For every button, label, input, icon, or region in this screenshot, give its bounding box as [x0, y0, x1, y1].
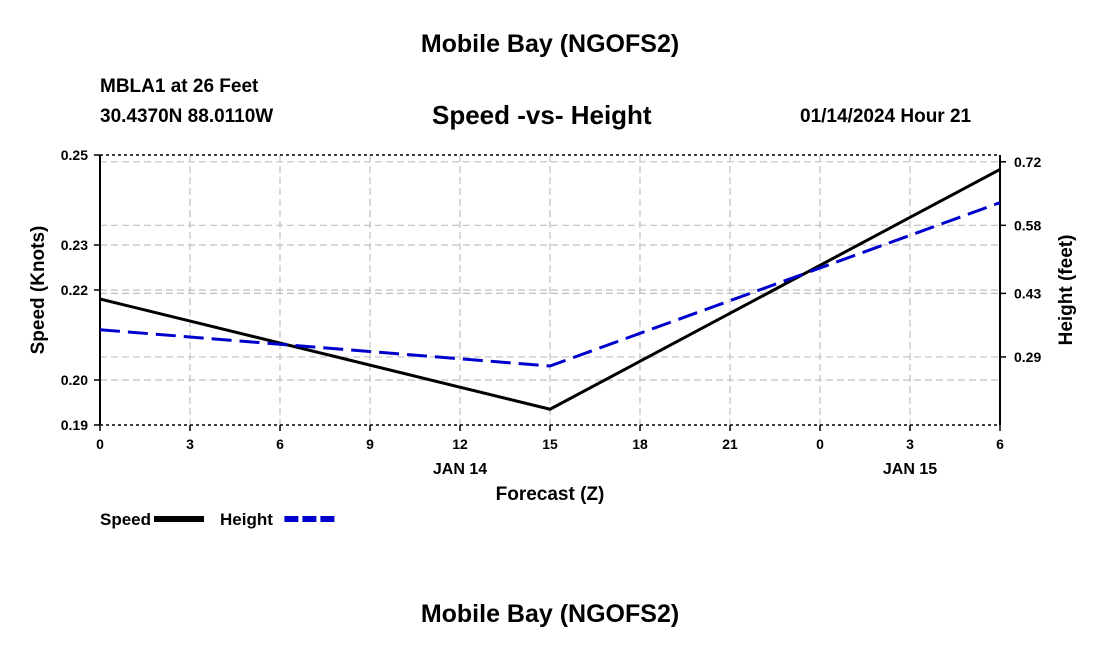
legend-label-height: Height — [220, 510, 273, 529]
y2-tick-label: 0.58 — [1014, 217, 1041, 233]
y-tick-label: 0.20 — [61, 372, 88, 388]
y-tick-label: 0.19 — [61, 417, 88, 433]
x-tick-label: 3 — [906, 436, 914, 452]
x-axis-title: Forecast (Z) — [496, 484, 605, 505]
y2-tick-label: 0.43 — [1014, 285, 1041, 301]
y2-tick-label: 0.72 — [1014, 154, 1041, 170]
x-tick-label: 9 — [366, 436, 374, 452]
x-tick-label: 21 — [722, 436, 738, 452]
forecast-datetime: 01/14/2024 Hour 21 — [800, 106, 972, 127]
speed-height-chart: 0 3 6 9 12 15 18 21 0 3 6 JAN 14 JAN 15 Forecast (Z) 0… — [28, 147, 1077, 529]
x-tick-label: 18 — [632, 436, 648, 452]
bottom-title: Mobile Bay (NGOFS2) — [420, 600, 680, 628]
station-label: MBLA1 at 26 Feet — [100, 76, 259, 97]
x-tick-label: 6 — [996, 436, 1004, 452]
x-tick-label: 0 — [816, 436, 824, 452]
y2-axis-title: Height (feet) — [1056, 235, 1077, 346]
y-tick-label: 0.22 — [61, 282, 88, 298]
x-tick-label: 6 — [276, 436, 284, 452]
legend-label-speed: Speed — [100, 510, 151, 529]
series-line-speed — [99, 168, 1001, 411]
chart-subtitle: Speed -vs- Height — [432, 100, 652, 130]
x-tick-label: 0 — [96, 436, 104, 452]
x-tick-label: 12 — [452, 436, 468, 452]
x-date-label: JAN 15 — [883, 461, 937, 478]
x-tick-label: 3 — [186, 436, 194, 452]
y-tick-label: 0.25 — [61, 147, 88, 163]
y-tick-label: 0.23 — [61, 237, 88, 253]
x-tick-label: 15 — [542, 436, 558, 452]
y-axis-title: Speed (Knots) — [28, 226, 49, 355]
coordinates-label: 30.4370N 88.0110W — [100, 106, 274, 127]
x-date-label: JAN 14 — [433, 461, 487, 478]
y2-tick-label: 0.29 — [1014, 349, 1041, 365]
series-line-height — [99, 201, 1001, 368]
page-title: Mobile Bay (NGOFS2) — [420, 30, 680, 58]
